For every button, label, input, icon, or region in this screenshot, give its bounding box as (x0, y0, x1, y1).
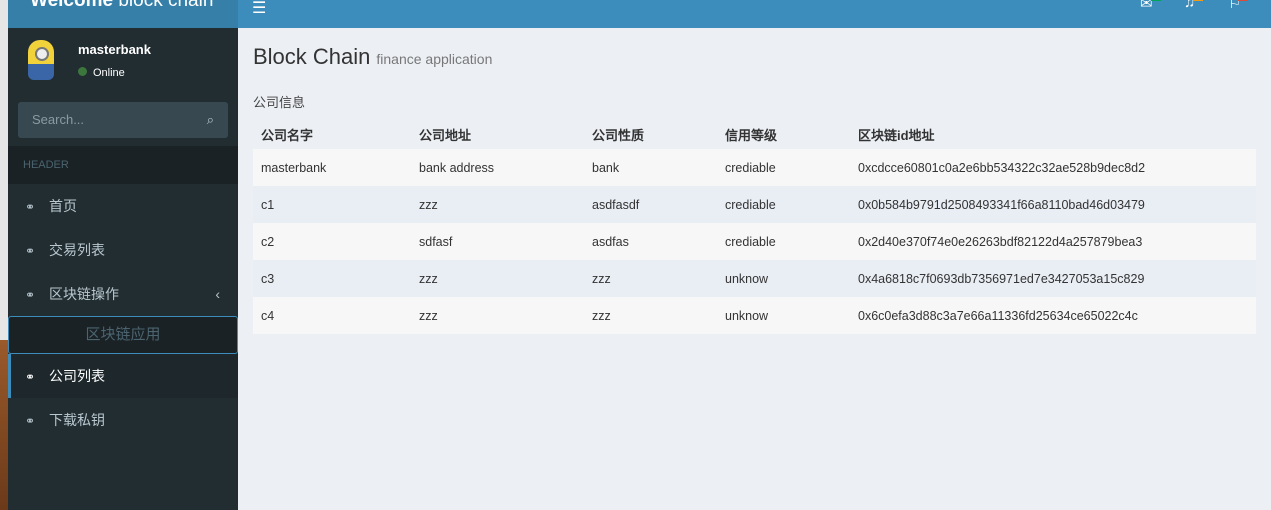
user-name: masterbank (78, 42, 151, 57)
table-cell: 0x0b584b9791d2508493341f66a8110bad46d034… (850, 186, 1256, 223)
table-row: c2 sdfasf asdfas crediable 0x2d40e370f74e0e2… (253, 223, 1256, 260)
task-badge (1238, 0, 1248, 1)
page-subtitle: finance application (376, 51, 493, 67)
link-icon: ⚭ (25, 200, 36, 214)
table-cell: zzz (584, 297, 717, 334)
logo-bold: Welcome (30, 0, 114, 11)
desktop-edge (0, 0, 8, 510)
title-text: Block Chain (253, 44, 371, 69)
table-cell: masterbank (253, 149, 411, 186)
page-title: Block Chain finance application (253, 44, 1256, 70)
search-icon[interactable]: ⌕ (206, 112, 214, 127)
avatar (28, 40, 54, 80)
table-cell: bank (584, 149, 717, 186)
column-header: 区块链id地址 (858, 127, 935, 143)
sidebar: masterbank Online Search... ⌕ HEADER ⚭ 首页 … (8, 28, 238, 510)
table-cell: zzz (584, 260, 717, 297)
table-row: c4 zzz zzz unknow 0x6c0efa3d88c3a7e66a11336f… (253, 297, 1256, 334)
link-icon: ⚭ (25, 414, 36, 428)
table-cell: c3 (253, 260, 411, 297)
table-cell: unknow (717, 297, 850, 334)
notification-badge (1193, 0, 1203, 1)
search-placeholder: Search... (32, 112, 85, 127)
online-dot-icon (78, 67, 87, 76)
table-cell: 0x2d40e370f74e0e26263bdf82122d4a257879be… (850, 223, 1256, 260)
table-cell: c2 (253, 223, 411, 260)
user-status: Online (78, 67, 125, 79)
chevron-left-icon: ‹ (215, 286, 220, 302)
table-cell: 0x4a6818c7f0693db7356971ed7e3427053a15c8… (850, 260, 1256, 297)
link-icon: ⚭ (25, 244, 36, 258)
logo[interactable]: Welcome block chain (8, 0, 238, 28)
mail-badge (1151, 0, 1161, 1)
table-cell: c4 (253, 297, 411, 334)
company-table: 公司名字 公司地址 公司性质 信用等级 区块链id地址 masterbank ba… (253, 119, 1256, 334)
column-header: 公司名字 (261, 127, 314, 143)
column-header: 信用等级 (725, 127, 778, 143)
user-panel: masterbank Online (8, 28, 238, 94)
link-icon: ⚭ (25, 288, 36, 302)
bell-icon[interactable]: ♫ (1184, 0, 1196, 11)
menu-toggle-icon[interactable]: ☰ (252, 0, 267, 17)
main-content: Block Chain finance application 公司信息 公司名字… (238, 28, 1271, 510)
logo-light: block chain (113, 0, 214, 11)
mail-icon[interactable]: ✉ (1140, 0, 1153, 12)
table-cell: c1 (253, 186, 411, 223)
sidebar-item-label: 区块链操作 (49, 286, 119, 302)
table-cell: crediable (717, 223, 850, 260)
table-cell: zzz (411, 260, 584, 297)
table-cell: 0xcdcce60801c0a2e6bb534322c32ae528b9dec8… (850, 149, 1256, 186)
column-header: 公司性质 (592, 127, 645, 143)
status-text: Online (93, 67, 125, 79)
search-input[interactable]: Search... ⌕ (18, 102, 228, 138)
sidebar-header: HEADER (8, 146, 238, 184)
table-row: c3 zzz zzz unknow 0x4a6818c7f0693db7356971ed… (253, 260, 1256, 297)
logo-text: Welcome block chain (30, 0, 213, 12)
sidebar-item-label: 公司列表 (49, 368, 105, 384)
flag-icon[interactable]: ⚐ (1228, 0, 1242, 12)
table-cell: crediable (717, 186, 850, 223)
sidebar-item-company-list[interactable]: ⚭ 公司列表 (8, 354, 238, 398)
sidebar-item-label: 下载私钥 (49, 412, 105, 428)
column-header: 公司地址 (419, 127, 472, 143)
top-navbar: ☰ ✉ ♫ ⚐ (238, 0, 1271, 28)
sidebar-item-label: 首页 (49, 198, 77, 214)
table-cell: sdfasf (411, 223, 584, 260)
table-cell: unknow (717, 260, 850, 297)
table-row: c1 zzz asdfasdf crediable 0x0b584b9791d25084… (253, 186, 1256, 223)
sidebar-item-transactions[interactable]: ⚭ 交易列表 (8, 228, 238, 272)
table-cell: crediable (717, 149, 850, 186)
sidebar-section-blockchain-apps[interactable]: 区块链应用 (8, 316, 238, 354)
sidebar-item-home[interactable]: ⚭ 首页 (8, 184, 238, 228)
table-cell: zzz (411, 186, 584, 223)
table-cell: asdfas (584, 223, 717, 260)
sidebar-item-blockchain-ops[interactable]: ⚭ 区块链操作 ‹ (8, 272, 238, 316)
sidebar-item-label: 交易列表 (49, 242, 105, 258)
table-cell: 0x6c0efa3d88c3a7e66a11336fd25634ce65022c… (850, 297, 1256, 334)
sidebar-item-download-key[interactable]: ⚭ 下载私钥 (8, 398, 238, 442)
table-cell: bank address (411, 149, 584, 186)
box-title: 公司信息 (253, 95, 306, 110)
table-cell: zzz (411, 297, 584, 334)
table-row: masterbank bank address bank crediable 0xcdc… (253, 149, 1256, 186)
link-icon: ⚭ (25, 370, 36, 384)
table-cell: asdfasdf (584, 186, 717, 223)
